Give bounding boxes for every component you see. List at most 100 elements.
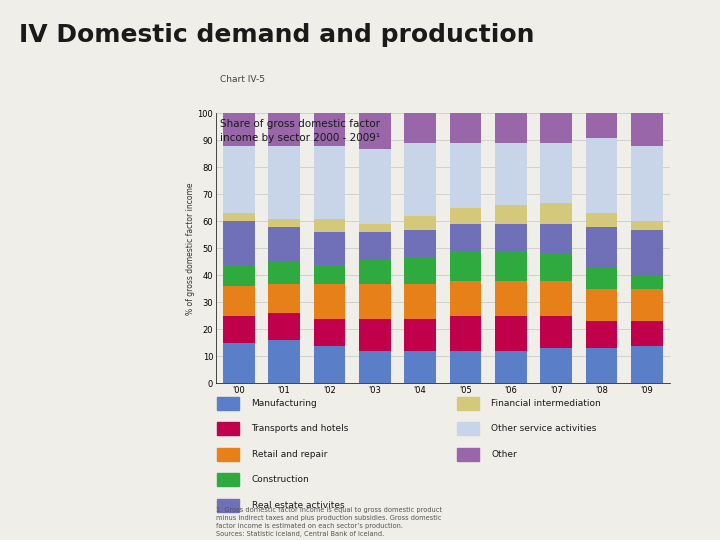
- Bar: [585, 113, 618, 138]
- Bar: [268, 340, 300, 383]
- Bar: [449, 208, 482, 224]
- Bar: [222, 286, 255, 316]
- Bar: [404, 284, 436, 319]
- Bar: [449, 113, 482, 143]
- Bar: [540, 281, 572, 316]
- Bar: [457, 422, 480, 435]
- Bar: [457, 397, 480, 410]
- Bar: [268, 262, 300, 284]
- Bar: [268, 146, 300, 219]
- Bar: [359, 351, 391, 383]
- Text: Share of gross domestic factor
income by sector 2000 - 2009¹: Share of gross domestic factor income by…: [220, 119, 379, 143]
- Bar: [585, 213, 618, 227]
- Text: 1. Gross domestic factor income is equal to gross domestic product
minus indirec: 1. Gross domestic factor income is equal…: [216, 507, 442, 537]
- Bar: [631, 321, 663, 346]
- Bar: [585, 227, 618, 267]
- Bar: [217, 448, 239, 461]
- Bar: [404, 256, 436, 284]
- Bar: [217, 422, 239, 435]
- Bar: [222, 146, 255, 213]
- Bar: [217, 397, 239, 410]
- Bar: [359, 259, 391, 284]
- Bar: [631, 230, 663, 275]
- Bar: [222, 221, 255, 265]
- Text: Manufacturing: Manufacturing: [251, 399, 318, 408]
- Bar: [540, 202, 572, 224]
- Bar: [404, 230, 436, 256]
- Bar: [268, 284, 300, 313]
- Bar: [313, 346, 346, 383]
- Bar: [359, 224, 391, 232]
- Bar: [404, 351, 436, 383]
- Bar: [313, 319, 346, 346]
- Bar: [222, 213, 255, 221]
- Text: Transports and hotels: Transports and hotels: [251, 424, 349, 434]
- Bar: [217, 474, 239, 487]
- Bar: [585, 267, 618, 289]
- Bar: [404, 143, 436, 216]
- Bar: [449, 143, 482, 208]
- Bar: [222, 316, 255, 343]
- Bar: [495, 281, 527, 316]
- Bar: [359, 148, 391, 224]
- Bar: [631, 289, 663, 321]
- Text: Real estate activites: Real estate activites: [251, 501, 344, 510]
- Bar: [495, 143, 527, 205]
- Bar: [540, 143, 572, 202]
- Bar: [631, 113, 663, 146]
- Bar: [449, 281, 482, 316]
- Bar: [268, 219, 300, 227]
- Bar: [313, 284, 346, 319]
- Bar: [495, 224, 527, 251]
- Bar: [449, 251, 482, 281]
- Bar: [313, 146, 346, 219]
- Text: Chart IV-5: Chart IV-5: [220, 75, 265, 84]
- Bar: [540, 224, 572, 254]
- Bar: [585, 138, 618, 213]
- Bar: [585, 321, 618, 348]
- Bar: [540, 113, 572, 143]
- Text: Construction: Construction: [251, 475, 310, 484]
- Bar: [313, 232, 346, 265]
- Bar: [268, 113, 300, 146]
- Bar: [449, 316, 482, 351]
- Bar: [631, 146, 663, 221]
- Bar: [268, 227, 300, 262]
- Bar: [359, 113, 391, 148]
- Bar: [222, 113, 255, 146]
- Bar: [359, 284, 391, 319]
- Bar: [449, 351, 482, 383]
- Bar: [631, 221, 663, 229]
- Bar: [540, 348, 572, 383]
- Bar: [495, 205, 527, 224]
- Bar: [457, 448, 480, 461]
- Bar: [631, 346, 663, 383]
- Bar: [449, 224, 482, 251]
- Bar: [359, 319, 391, 351]
- Bar: [495, 113, 527, 143]
- Bar: [631, 275, 663, 289]
- Text: IV Domestic demand and production: IV Domestic demand and production: [19, 23, 535, 47]
- Bar: [585, 289, 618, 321]
- Bar: [404, 319, 436, 351]
- Bar: [313, 219, 346, 232]
- Bar: [540, 254, 572, 281]
- Bar: [217, 499, 239, 512]
- Bar: [222, 265, 255, 286]
- Text: Other service activities: Other service activities: [492, 424, 597, 434]
- Bar: [585, 348, 618, 383]
- Bar: [222, 343, 255, 383]
- Text: Retail and repair: Retail and repair: [251, 450, 327, 459]
- Bar: [404, 216, 436, 229]
- Text: Financial intermediation: Financial intermediation: [492, 399, 601, 408]
- Bar: [495, 351, 527, 383]
- Y-axis label: % of gross domestic factor income: % of gross domestic factor income: [186, 182, 194, 315]
- Text: Other: Other: [492, 450, 517, 459]
- Bar: [313, 113, 346, 146]
- Bar: [313, 265, 346, 284]
- Bar: [495, 251, 527, 281]
- Bar: [404, 113, 436, 143]
- Bar: [359, 232, 391, 259]
- Bar: [540, 316, 572, 348]
- Bar: [268, 313, 300, 340]
